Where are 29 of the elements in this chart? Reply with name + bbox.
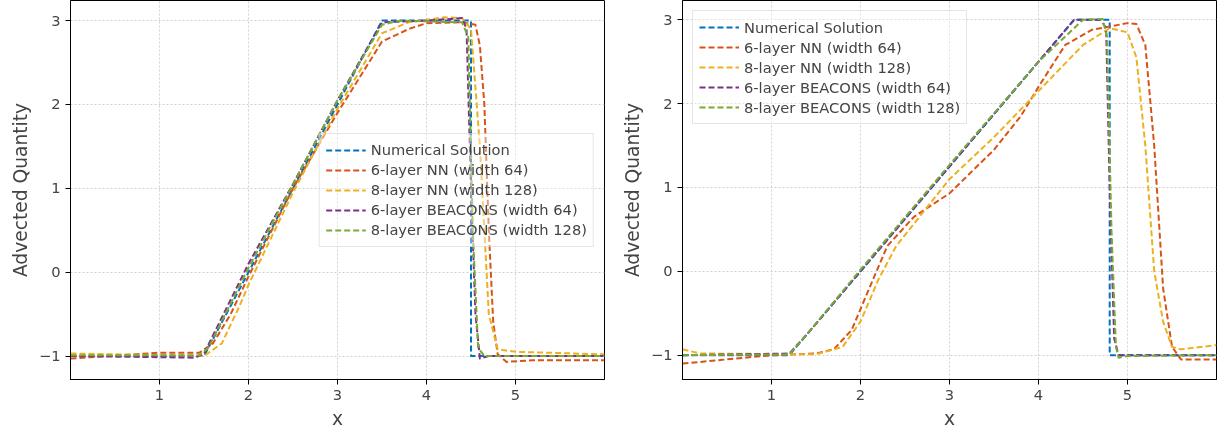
x-tick-label: 5 <box>1122 385 1133 403</box>
x-tick-label: 4 <box>421 385 432 403</box>
x-tick-label: 4 <box>1033 385 1044 403</box>
x-axis-title: x <box>331 407 344 429</box>
y-tick-label: −1 <box>38 347 61 365</box>
legend-label: 8-layer NN (width 128) <box>744 58 912 76</box>
x-tick-label: 3 <box>944 385 955 403</box>
y-axis-title: Advected Quantity <box>621 102 643 278</box>
x-tick-label: 2 <box>855 385 866 403</box>
y-tick-label: 0 <box>51 263 61 281</box>
y-tick-label: −1 <box>650 346 673 364</box>
y-tick-label: 1 <box>51 179 61 197</box>
y-tick-label: 2 <box>51 95 61 113</box>
legend-label: Numerical Solution <box>744 18 884 36</box>
y-tick-label: 3 <box>51 11 61 29</box>
y-tick-label: 2 <box>663 94 673 112</box>
y-tick-label: 3 <box>663 10 673 28</box>
x-tick-label: 5 <box>510 385 521 403</box>
x-axis-title: x <box>943 407 956 429</box>
legend-label: 6-layer NN (width 64) <box>744 38 902 56</box>
y-tick-label: 1 <box>663 178 673 196</box>
x-tick-label: 2 <box>243 385 254 403</box>
y-tick-label: 0 <box>663 262 673 280</box>
y-axis-title: Advected Quantity <box>9 102 31 278</box>
x-tick-label: 1 <box>766 385 777 403</box>
x-tick-label: 1 <box>154 385 165 403</box>
legend-label: 8-layer BEACONS (width 128) <box>744 98 961 116</box>
x-tick-label: 3 <box>332 385 343 403</box>
legend-label: 6-layer BEACONS (width 64) <box>744 78 951 96</box>
